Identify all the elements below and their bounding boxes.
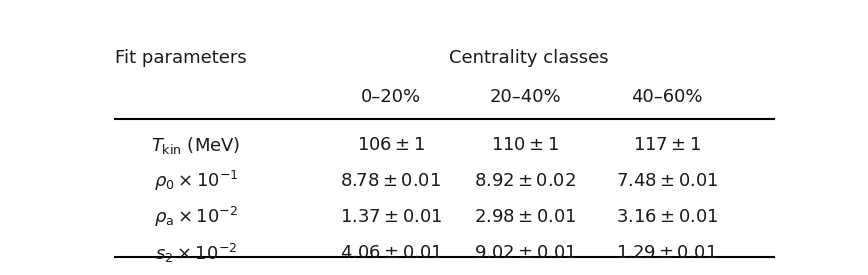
Text: $3.16 \pm 0.01$: $3.16 \pm 0.01$	[615, 208, 718, 226]
Text: 20–40%: 20–40%	[490, 87, 562, 106]
Text: $s_2 \times 10^{-2}$: $s_2 \times 10^{-2}$	[155, 242, 237, 265]
Text: 0–20%: 0–20%	[361, 87, 421, 106]
Text: $4.06 \pm 0.01$: $4.06 \pm 0.01$	[339, 244, 443, 262]
Text: $7.48 \pm 0.01$: $7.48 \pm 0.01$	[615, 172, 718, 190]
Text: $\rho_0 \times 10^{-1}$: $\rho_0 \times 10^{-1}$	[154, 169, 238, 193]
Text: Fit parameters: Fit parameters	[115, 50, 247, 67]
Text: $1.37 \pm 0.01$: $1.37 \pm 0.01$	[339, 208, 443, 226]
Text: $2.98 \pm 0.01$: $2.98 \pm 0.01$	[474, 208, 577, 226]
Text: $8.78 \pm 0.01$: $8.78 \pm 0.01$	[340, 172, 442, 190]
Text: $110 \pm 1$: $110 \pm 1$	[491, 136, 560, 154]
Text: $9.02 \pm 0.01$: $9.02 \pm 0.01$	[474, 244, 577, 262]
Text: 40–60%: 40–60%	[631, 87, 702, 106]
Text: $8.92 \pm 0.02$: $8.92 \pm 0.02$	[475, 172, 576, 190]
Text: $T_{\mathrm{kin}}$ (MeV): $T_{\mathrm{kin}}$ (MeV)	[151, 135, 240, 156]
Text: $1.29 \pm 0.01$: $1.29 \pm 0.01$	[616, 244, 718, 262]
Text: $\rho_{\mathrm{a}} \times 10^{-2}$: $\rho_{\mathrm{a}} \times 10^{-2}$	[154, 205, 238, 229]
Text: Centrality classes: Centrality classes	[449, 50, 608, 67]
Text: $117 \pm 1$: $117 \pm 1$	[633, 136, 701, 154]
Text: $106 \pm 1$: $106 \pm 1$	[357, 136, 425, 154]
